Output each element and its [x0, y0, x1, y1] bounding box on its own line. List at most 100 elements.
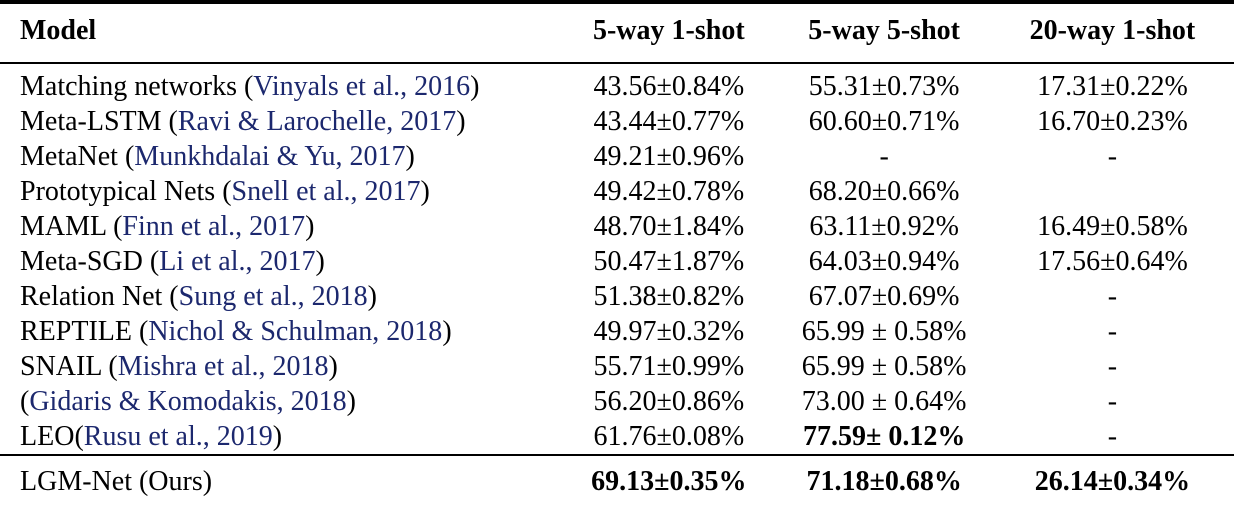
model-name: REPTILE	[20, 316, 139, 347]
value-5way-1shot: 61.76±0.08%	[593, 421, 745, 452]
value-5way-1shot: 49.21±0.96%	[593, 141, 745, 172]
value-5way-1shot: 48.70±1.84%	[593, 211, 745, 242]
model-cell: (Gidaris & Komodakis, 2018)	[0, 384, 560, 419]
model-name: Prototypical Nets	[20, 176, 223, 207]
cite-paren-close: )	[346, 386, 356, 417]
cite-paren-open: (	[169, 281, 179, 312]
table-row: Meta-SGD (Li et al., 2017) 50.47±1.87% 6…	[0, 244, 1234, 279]
model-name: Meta-LSTM	[20, 106, 169, 137]
value-5way-5shot: 71.18±0.68%	[777, 454, 991, 506]
table-row: SNAIL (Mishra et al., 2018) 55.71±0.99% …	[0, 349, 1234, 384]
model-cell: LEO(Rusu et al., 2019)	[0, 419, 560, 455]
citation-link[interactable]: Sung et al., 2018	[178, 281, 368, 312]
cite-paren-open: (	[113, 211, 123, 242]
citation-link[interactable]: Mishra et al., 2018	[117, 351, 329, 382]
model-name: LGM-Net (Ours)	[20, 466, 213, 497]
header-5way-5shot: 5-way 5-shot	[777, 2, 991, 64]
value-5way-1shot: 55.71±0.99%	[593, 351, 745, 382]
value-20way-1shot	[991, 174, 1234, 209]
model-name: SNAIL	[20, 351, 109, 382]
cite-paren-open: (	[149, 246, 160, 277]
value-5way-5shot: 63.11±0.92%	[809, 211, 959, 242]
citation-link[interactable]: Gidaris & Komodakis, 2018	[29, 386, 347, 417]
table-row: Relation Net (Sung et al., 2018) 51.38±0…	[0, 279, 1234, 314]
value-20way-1shot: -	[1107, 281, 1118, 312]
cite-paren-open: (	[168, 106, 178, 137]
value-20way-1shot: 16.49±0.58%	[1037, 211, 1188, 242]
value-20way-1shot: 17.31±0.22%	[1037, 71, 1188, 102]
value-5way-5shot: 77.59± 0.12%	[802, 421, 966, 452]
header-20way-1shot: 20-way 1-shot	[990, 2, 1234, 64]
model-cell: Meta-SGD (Li et al., 2017)	[0, 244, 560, 279]
citation-link[interactable]: Ravi & Larochelle, 2017	[177, 106, 457, 137]
table-row: MAML (Finn et al., 2017) 48.70±1.84% 63.…	[0, 209, 1234, 244]
model-name: MetaNet	[20, 141, 125, 172]
model-cell: Prototypical Nets (Snell et al., 2017)	[0, 174, 560, 209]
value-5way-5shot: 55.31±0.73%	[808, 71, 960, 102]
citation-link[interactable]: Snell et al., 2017	[231, 176, 421, 207]
citation-link[interactable]: Nichol & Schulman, 2018	[148, 316, 443, 347]
model-name: Meta-SGD	[20, 246, 150, 277]
cite-paren-open: (	[74, 421, 84, 452]
cite-paren-close: )	[442, 316, 452, 347]
value-20way-1shot: -	[1107, 316, 1118, 347]
model-name: LEO	[20, 421, 75, 452]
header-model: Model	[0, 2, 561, 64]
cite-paren-close: )	[456, 106, 466, 137]
value-20way-1shot: 17.56±0.64%	[1037, 246, 1188, 277]
citation-link[interactable]: Finn et al., 2017	[122, 211, 306, 242]
value-5way-5shot: 67.07±0.69%	[808, 281, 960, 312]
model-cell: REPTILE (Nichol & Schulman, 2018)	[0, 314, 560, 349]
citation-link[interactable]: Munkhdalai & Yu, 2017	[134, 141, 406, 172]
citation-link[interactable]: Vinyals et al., 2016	[253, 71, 471, 102]
citation-link[interactable]: Rusu et al., 2019	[83, 421, 273, 452]
cite-paren-open: (	[124, 141, 135, 172]
cite-paren-close: )	[420, 176, 430, 207]
value-20way-1shot: 16.70±0.23%	[1037, 106, 1188, 137]
value-5way-5shot: 73.00 ± 0.64%	[801, 386, 967, 417]
value-5way-5shot: -	[879, 141, 889, 172]
citation-link[interactable]: Li et al., 2017	[159, 246, 316, 277]
value-5way-5shot: 68.20±0.66%	[808, 176, 960, 207]
table-row: REPTILE (Nichol & Schulman, 2018) 49.97±…	[0, 314, 1234, 349]
cite-paren-open: (	[243, 71, 254, 102]
value-5way-5shot: 65.99 ± 0.58%	[801, 316, 967, 347]
model-cell: MAML (Finn et al., 2017)	[0, 209, 560, 244]
cite-paren-close: )	[315, 246, 325, 277]
value-5way-5shot: 64.03±0.94%	[808, 246, 960, 277]
table-row: MetaNet (Munkhdalai & Yu, 2017) 49.21±0.…	[0, 139, 1234, 174]
model-cell: Meta-LSTM (Ravi & Larochelle, 2017)	[0, 104, 560, 139]
model-cell: SNAIL (Mishra et al., 2018)	[0, 349, 560, 384]
cite-paren-close: )	[305, 211, 315, 242]
cite-paren-open: (	[20, 386, 30, 417]
table-header: Model 5-way 1-shot 5-way 5-shot 20-way 1…	[0, 2, 1234, 64]
value-20way-1shot: 26.14±0.34%	[990, 454, 1234, 506]
cite-paren-close: )	[272, 421, 283, 452]
value-5way-1shot: 49.42±0.78%	[593, 176, 745, 207]
model-cell: Relation Net (Sung et al., 2018)	[0, 279, 560, 314]
value-5way-1shot: 56.20±0.86%	[593, 386, 745, 417]
table-row: (Gidaris & Komodakis, 2018) 56.20±0.86% …	[0, 384, 1234, 419]
value-5way-1shot: 49.97±0.32%	[593, 316, 745, 347]
table-body: Matching networks (Vinyals et al., 2016)…	[0, 63, 1234, 506]
model-cell: LGM-Net (Ours)	[0, 454, 561, 506]
table-row: Prototypical Nets (Snell et al., 2017) 4…	[0, 174, 1234, 209]
header-5way-1shot: 5-way 1-shot	[560, 2, 778, 64]
value-20way-1shot: -	[1107, 351, 1118, 382]
value-20way-1shot: -	[1107, 421, 1118, 452]
cite-paren-open: (	[139, 316, 149, 347]
value-20way-1shot: -	[1107, 141, 1118, 172]
cite-paren-open: (	[222, 176, 232, 207]
model-name: MAML	[20, 211, 114, 242]
value-5way-5shot: 60.60±0.71%	[808, 106, 960, 137]
cite-paren-close: )	[328, 351, 338, 382]
value-5way-1shot: 51.38±0.82%	[593, 281, 745, 312]
cite-paren-open: (	[108, 351, 118, 382]
table-row: Matching networks (Vinyals et al., 2016)…	[0, 63, 1234, 104]
table-row: Meta-LSTM (Ravi & Larochelle, 2017) 43.4…	[0, 104, 1234, 139]
header-row: Model 5-way 1-shot 5-way 5-shot 20-way 1…	[0, 2, 1234, 64]
cite-paren-close: )	[405, 141, 415, 172]
value-20way-1shot: -	[1107, 386, 1118, 417]
model-name: Matching networks	[20, 71, 244, 102]
